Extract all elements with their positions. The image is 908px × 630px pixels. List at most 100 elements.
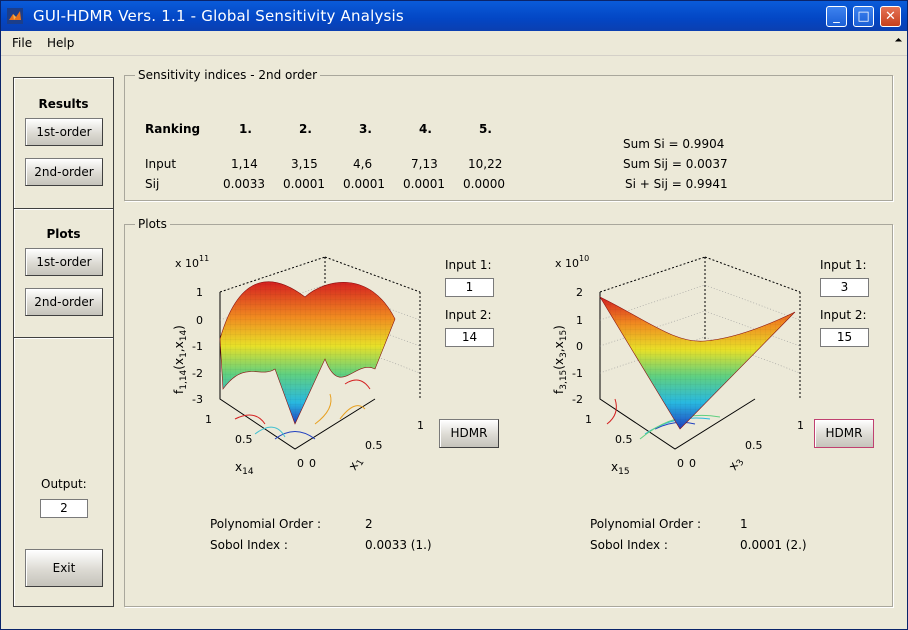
maximize-button[interactable]: □ (853, 6, 874, 27)
right-x-label: x3 (725, 454, 746, 474)
input-rank-5: 10,22 (468, 157, 503, 171)
output-label: Output: (41, 477, 87, 491)
right-z-tick: -1 (572, 367, 583, 380)
left-hdmr-button[interactable]: HDMR (439, 419, 499, 448)
sij-rank-5: 0.0000 (463, 177, 505, 191)
minimize-button[interactable]: _ (826, 6, 847, 27)
sensitivity-indices-group: Sensitivity indices - 2nd order Ranking … (124, 68, 893, 201)
right-y-tick: 0 (677, 457, 684, 470)
title-bar[interactable]: GUI-HDMR Vers. 1.1 - Global Sensitivity … (1, 1, 907, 31)
exit-button[interactable]: Exit (25, 549, 103, 587)
left-input2-field[interactable]: 14 (445, 328, 494, 347)
left-polynomial-label: Polynomial Order : (210, 517, 322, 531)
rank-3: 3. (359, 122, 372, 136)
matlab-icon (7, 8, 23, 24)
left-z-tick: 1 (196, 286, 203, 299)
sidebar-panel: Results 1st-order 2nd-order Plots 1st-or… (13, 77, 114, 607)
right-input2-label: Input 2: (820, 308, 867, 322)
sum-si: Sum Si = 0.9904 (623, 137, 725, 151)
left-x-tick: 0.5 (365, 439, 383, 452)
left-z-tick: -1 (192, 340, 203, 353)
results-heading: Results (38, 97, 89, 111)
right-z-tick: 0 (576, 340, 583, 353)
right-z-tick: 1 (576, 314, 583, 327)
left-x-label: x1 (345, 454, 366, 474)
right-exponent-prefix: x 10 (555, 257, 579, 270)
left-x-tick: 1 (417, 419, 424, 432)
output-field[interactable]: 2 (40, 499, 88, 518)
plots-group: Plots (124, 217, 893, 607)
right-surface-plot[interactable]: x 10 10 2 1 0 -1 -2 f3,15(x3,x15) 0 0.5 … (545, 249, 815, 489)
rank-1: 1. (239, 122, 252, 136)
rank-5: 5. (479, 122, 492, 136)
right-z-tick: 2 (576, 286, 583, 299)
plots-1st-order-button[interactable]: 1st-order (25, 248, 103, 276)
results-1st-order-button[interactable]: 1st-order (25, 118, 103, 146)
input-rank-2: 3,15 (291, 157, 318, 171)
left-y-tick: 0.5 (235, 433, 253, 446)
left-surface-plot[interactable]: x 10 11 1 0 -1 -2 -3 f1,14(x1,x14) 0 0.5… (165, 249, 435, 489)
input-rank-4: 7,13 (411, 157, 438, 171)
left-z-tick: 0 (196, 314, 203, 327)
left-input1-label: Input 1: (445, 258, 492, 272)
right-input1-label: Input 1: (820, 258, 867, 272)
rank-2: 2. (299, 122, 312, 136)
menu-bar: File Help (1, 31, 907, 56)
right-y-tick: 1 (585, 413, 592, 426)
right-exponent: 10 (579, 254, 589, 263)
right-z-tick: -2 (572, 393, 583, 406)
right-sobol-value: 0.0001 (2.) (740, 538, 807, 552)
right-x-tick: 1 (797, 419, 804, 432)
left-input2-label: Input 2: (445, 308, 492, 322)
menu-file[interactable]: File (12, 36, 33, 50)
right-hdmr-button[interactable]: HDMR (814, 419, 874, 448)
right-y-label: x15 (611, 460, 630, 477)
results-2nd-order-button[interactable]: 2nd-order (25, 158, 103, 186)
si-plus-sij: Si + Sij = 0.9941 (625, 177, 728, 191)
input-rank-3: 4,6 (353, 157, 373, 171)
window-title: GUI-HDMR Vers. 1.1 - Global Sensitivity … (33, 7, 404, 25)
left-polynomial-value: 2 (365, 517, 373, 531)
left-z-label: f1,14(x1,x14) (172, 325, 189, 394)
plots-group-title: Plots (135, 217, 170, 231)
left-exponent-prefix: x 10 (175, 257, 199, 270)
input-rank-1: 1,14 (231, 157, 258, 171)
toolbar-toggle-icon[interactable] (894, 37, 903, 46)
sij-rank-1: 0.0033 (223, 177, 265, 191)
left-input1-field[interactable]: 1 (445, 278, 494, 297)
left-y-label: x14 (235, 460, 254, 477)
left-y-tick: 0 (297, 457, 304, 470)
right-z-label: f3,15(x3,x15) (552, 325, 569, 394)
plots-2nd-order-button[interactable]: 2nd-order (25, 288, 103, 316)
sij-rank-2: 0.0001 (283, 177, 325, 191)
right-polynomial-label: Polynomial Order : (590, 517, 702, 531)
menu-help[interactable]: Help (47, 36, 75, 50)
right-sobol-label: Sobol Index : (590, 538, 668, 552)
ranking-label: Ranking (145, 122, 201, 136)
sidebar-divider (14, 337, 113, 339)
left-y-tick: 1 (205, 413, 212, 426)
close-button[interactable]: ✕ (880, 6, 901, 27)
left-exponent: 11 (199, 254, 209, 263)
left-z-tick: -2 (192, 367, 203, 380)
input-row-label: Input (145, 157, 177, 171)
right-input1-field[interactable]: 3 (820, 278, 869, 297)
left-x-tick: 0 (309, 457, 316, 470)
rank-4: 4. (419, 122, 432, 136)
sij-rank-4: 0.0001 (403, 177, 445, 191)
plots-heading: Plots (46, 227, 81, 241)
right-x-tick: 0.5 (745, 439, 763, 452)
right-polynomial-value: 1 (740, 517, 748, 531)
sij-row-label: Sij (145, 177, 160, 191)
sensitivity-group-title: Sensitivity indices - 2nd order (135, 68, 321, 82)
right-y-tick: 0.5 (615, 433, 633, 446)
sij-rank-3: 0.0001 (343, 177, 385, 191)
left-sobol-label: Sobol Index : (210, 538, 288, 552)
sum-sij: Sum Sij = 0.0037 (623, 157, 728, 171)
left-sobol-value: 0.0033 (1.) (365, 538, 432, 552)
left-z-tick: -3 (192, 393, 203, 406)
right-input2-field[interactable]: 15 (820, 328, 869, 347)
sidebar-divider (14, 208, 113, 210)
right-x-tick: 0 (689, 457, 696, 470)
